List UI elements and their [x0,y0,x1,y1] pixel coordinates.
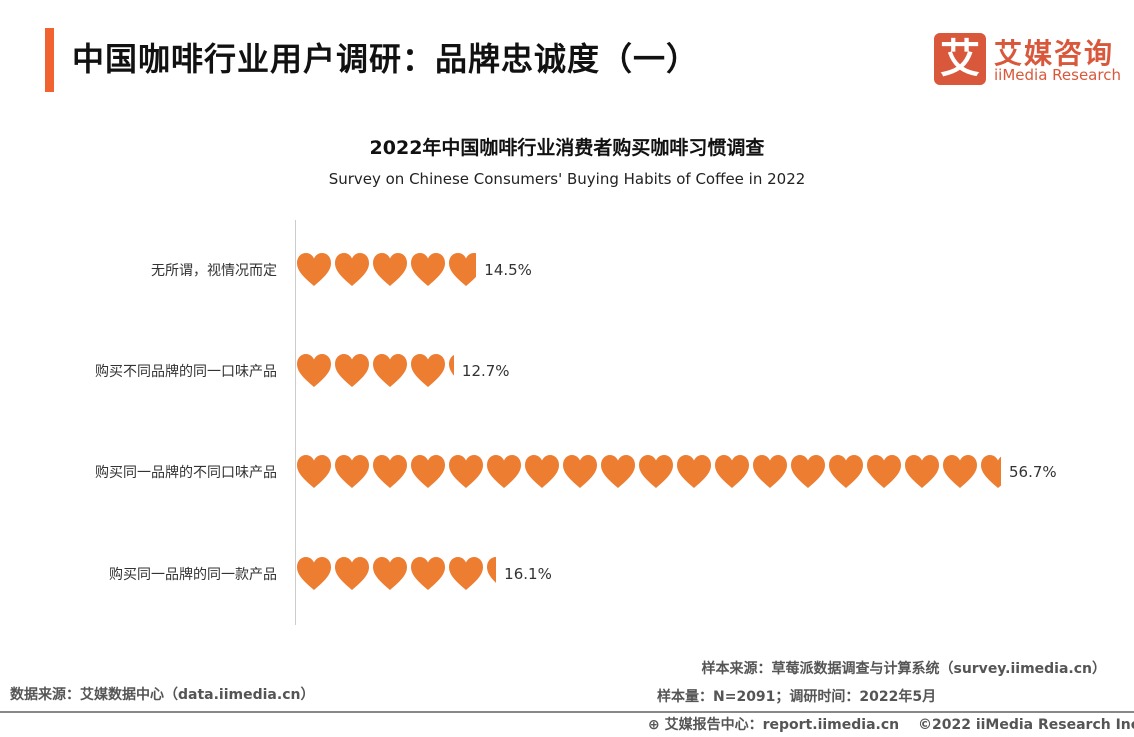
heart-icon [562,454,598,494]
heart-icon [372,252,408,292]
heart-icon [334,556,370,596]
heart-icon [410,556,446,596]
heart-icon [524,454,560,494]
heart-bar [296,556,497,596]
sample-source: 样本来源：草莓派数据调查与计算系统（survey.iimedia.cn） [701,661,1106,677]
report-link[interactable]: 艾媒报告中心：report.iimedia.cn [664,717,900,733]
title-accent-bar [45,28,54,92]
heart-icon [296,353,332,393]
category-label: 购买同一品牌的不同口味产品 [95,465,277,481]
heart-icon [334,353,370,393]
heart-icon [372,556,408,596]
y-axis-line [295,220,296,625]
heart-bar [296,353,454,393]
heart-bar [296,252,477,292]
heart-icon [828,454,864,494]
heart-icon [296,556,332,596]
heart-icon [296,252,332,292]
category-label: 购买同一品牌的同一款产品 [109,567,277,583]
logo-name-en: iiMedia Research [994,66,1121,84]
category-label: 购买不同品牌的同一口味产品 [95,364,277,380]
heart-bar [296,454,1001,494]
heart-icon [448,556,484,596]
data-label: 16.1% [504,565,552,583]
chart-title: 2022年中国咖啡行业消费者购买咖啡习惯调查 [369,137,765,159]
heart-icon [448,353,454,393]
page-title: 中国咖啡行业用户调研：品牌忠诚度（一） [72,40,700,78]
copyright: ©2022 iiMedia Research Inc [917,717,1134,733]
heart-icon [372,454,408,494]
data-source: 数据来源：艾媒数据中心（data.iimedia.cn） [10,687,315,703]
heart-icon [714,454,750,494]
heart-icon [752,454,788,494]
data-label: 12.7% [461,362,510,380]
category-label: 无所谓，视情况而定 [151,263,277,279]
heart-icon [676,454,712,494]
heart-icon [790,454,826,494]
logo-mark: 艾 [934,33,986,85]
heart-icon [334,454,370,494]
heart-icon [866,454,902,494]
footer-report: ⊕ 艾媒报告中心：report.iimedia.cn ©2022 iiMedia… [648,714,1134,734]
chart-subtitle: Survey on Chinese Consumers' Buying Habi… [328,170,806,188]
heart-icon [448,252,477,292]
heart-icon [980,454,1001,494]
heart-icon [486,556,497,596]
heart-icon [372,353,408,393]
heart-icon [410,454,446,494]
heart-icon [334,252,370,292]
heart-icon [296,454,332,494]
heart-icon [904,454,940,494]
heart-icon [410,353,446,393]
heart-icon [448,454,484,494]
heart-icon [942,454,978,494]
footer-divider [0,711,1134,713]
globe-icon: ⊕ [648,717,660,733]
heart-icon [410,252,446,292]
heart-icon [600,454,636,494]
heart-icon [638,454,674,494]
sample-size: 样本量：N=2091；调研时间：2022年5月 [657,689,937,705]
data-label: 56.7% [1009,463,1057,481]
data-label: 14.5% [484,261,532,279]
heart-icon [486,454,522,494]
logo-name-cn: 艾媒咨询 [994,37,1115,70]
